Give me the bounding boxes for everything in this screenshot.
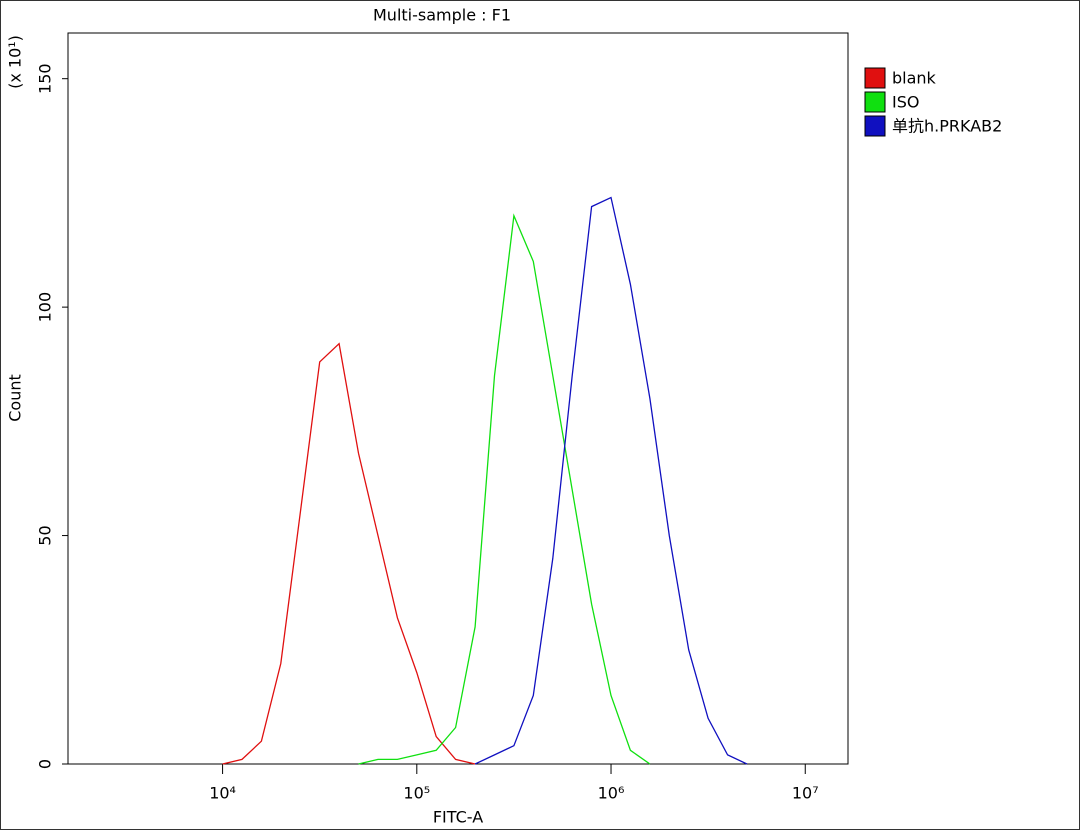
y-tick-label: 100 bbox=[36, 292, 55, 323]
legend-swatch bbox=[864, 115, 886, 137]
legend-label: ISO bbox=[892, 93, 919, 112]
histogram-line bbox=[222, 342, 476, 765]
legend-label: blank bbox=[892, 69, 937, 88]
legend-label: 单抗h.PRKAB2 bbox=[892, 117, 1002, 136]
legend-swatch bbox=[864, 67, 886, 89]
legend-swatch bbox=[864, 91, 886, 113]
histogram-line bbox=[358, 213, 651, 765]
histogram-line bbox=[474, 196, 748, 765]
y-axis-label: Count bbox=[6, 374, 25, 422]
plot-frame bbox=[67, 32, 849, 765]
x-tick-label: 10⁵ bbox=[403, 784, 430, 803]
y-multiplier: (x 10¹) bbox=[6, 35, 25, 89]
y-tick-label: 50 bbox=[36, 525, 55, 545]
chart-title: Multi-sample : F1 bbox=[373, 6, 511, 25]
x-tick-label: 10⁴ bbox=[209, 784, 236, 803]
x-tick-label: 10⁶ bbox=[598, 784, 625, 803]
x-tick-label: 10⁷ bbox=[792, 784, 819, 803]
y-tick-label: 150 bbox=[36, 63, 55, 94]
x-axis-label: FITC-A bbox=[433, 808, 483, 827]
y-tick-label: 0 bbox=[36, 759, 55, 769]
